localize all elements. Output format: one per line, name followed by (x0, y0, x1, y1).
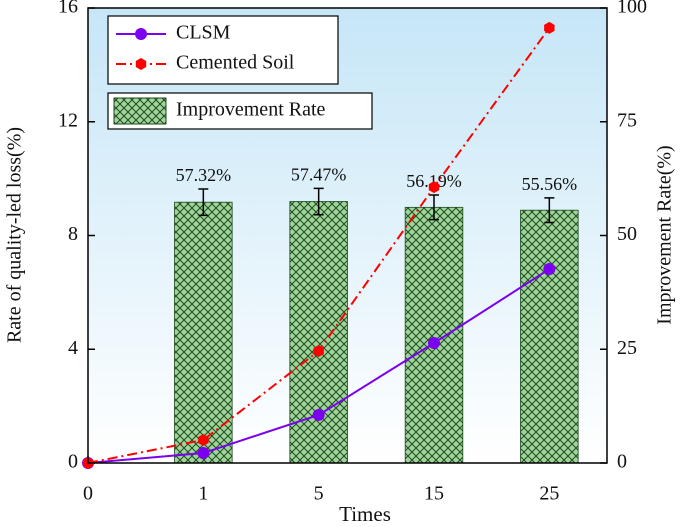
y-axis-label: Rate of quality-led loss(%) (4, 127, 26, 343)
y-tick-label: 4 (68, 337, 78, 359)
error-bar (198, 188, 209, 217)
x-axis-label: Times (339, 502, 391, 526)
x-tick-label: 0 (83, 483, 93, 505)
point (543, 263, 556, 276)
legend-marker (135, 58, 147, 70)
legend: CLSM Cemented Soil (107, 15, 339, 85)
data-label: 55.56% (522, 174, 578, 194)
y2-tick-label: 25 (617, 337, 637, 359)
error-bar (429, 194, 439, 221)
y2-tick-label: 75 (617, 109, 637, 131)
legend-label: CLSM (176, 22, 231, 44)
legend-swatch (113, 97, 167, 125)
point (312, 408, 325, 421)
legend-label: Improvement Rate (176, 99, 326, 121)
y2-axis-label: Improvement Rate(%) (654, 145, 676, 324)
y-tick-label: 12 (58, 109, 78, 131)
point (428, 181, 440, 194)
x-tick-label: 25 (539, 483, 559, 505)
x-tick-label: 15 (424, 483, 444, 505)
x-tick-label: 5 (314, 483, 324, 505)
point (197, 447, 210, 460)
y-tick-label: 16 (58, 0, 78, 18)
error-bar (313, 187, 324, 216)
point (313, 344, 324, 357)
legend: Improvement Rate (107, 92, 373, 130)
y-tick-label: 8 (68, 223, 78, 245)
legend-marker (135, 28, 147, 40)
y-tick-label: 0 (68, 451, 78, 473)
bar (289, 201, 348, 464)
error-bar (544, 197, 555, 224)
data-label: 57.32% (176, 165, 232, 185)
point (428, 336, 440, 349)
y2-tick-label: 50 (617, 223, 637, 245)
legend-box (107, 15, 339, 85)
plot-frame (87, 7, 608, 464)
x-tick-label: 1 (198, 483, 208, 505)
y2-tick-label: 0 (617, 451, 627, 473)
bar (520, 209, 579, 464)
point (198, 433, 209, 446)
y2-tick-label: 100 (617, 0, 647, 18)
bar (404, 206, 464, 464)
data-label: 57.47% (291, 164, 347, 184)
legend-label: Cemented Soil (176, 52, 295, 74)
point (544, 21, 555, 34)
